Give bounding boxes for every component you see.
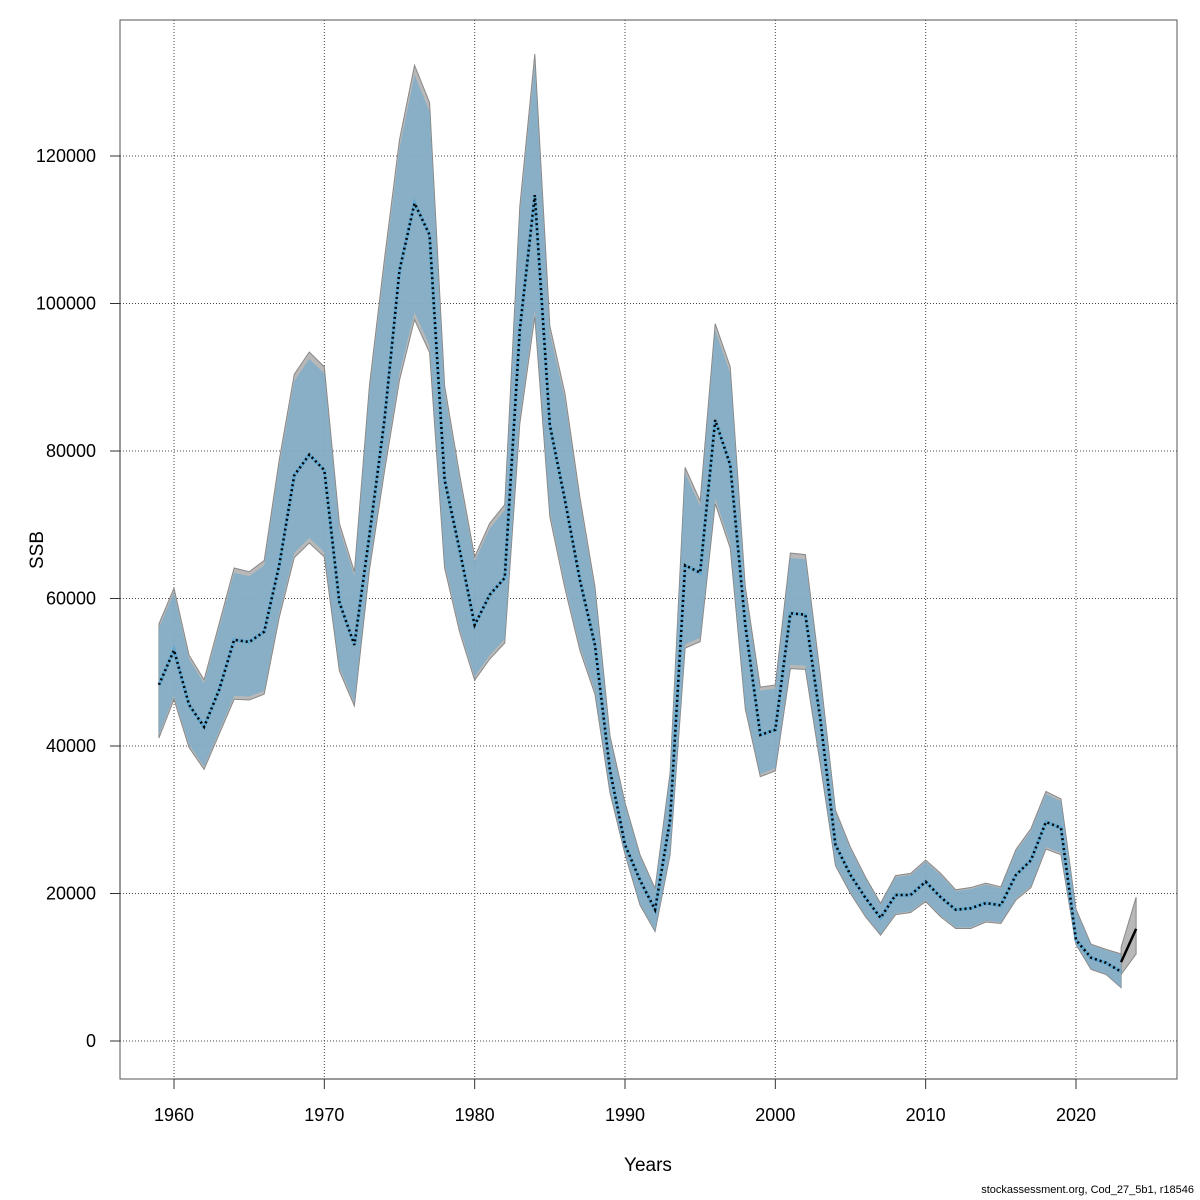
- x-tick-label: 1970: [304, 1105, 344, 1125]
- ssb-line: [157, 194, 1122, 973]
- confidence-band: [158, 63, 1122, 988]
- x-tick-label: 1960: [154, 1105, 194, 1125]
- y-tick-label: 0: [86, 1031, 96, 1051]
- previous-line: [1119, 928, 1138, 963]
- y-tick-label: 100000: [36, 294, 96, 314]
- x-tick-label: 1980: [455, 1105, 495, 1125]
- y-tick-label: 20000: [46, 884, 96, 904]
- y-tick-label: 80000: [46, 441, 96, 461]
- x-tick-label: 1990: [605, 1105, 645, 1125]
- y-tick-label: 120000: [36, 146, 96, 166]
- y-tick-label: 40000: [46, 736, 96, 756]
- x-tick-label: 2000: [755, 1105, 795, 1125]
- x-axis-label: Years: [624, 1155, 672, 1176]
- y-axis-label: SSB: [27, 531, 48, 569]
- y-tick-label: 60000: [46, 589, 96, 609]
- footer-credit: stockassessment.org, Cod_27_5b1, r18546: [981, 1184, 1194, 1196]
- x-tick-label: 2010: [906, 1105, 946, 1125]
- x-tick-label: 2020: [1056, 1105, 1096, 1125]
